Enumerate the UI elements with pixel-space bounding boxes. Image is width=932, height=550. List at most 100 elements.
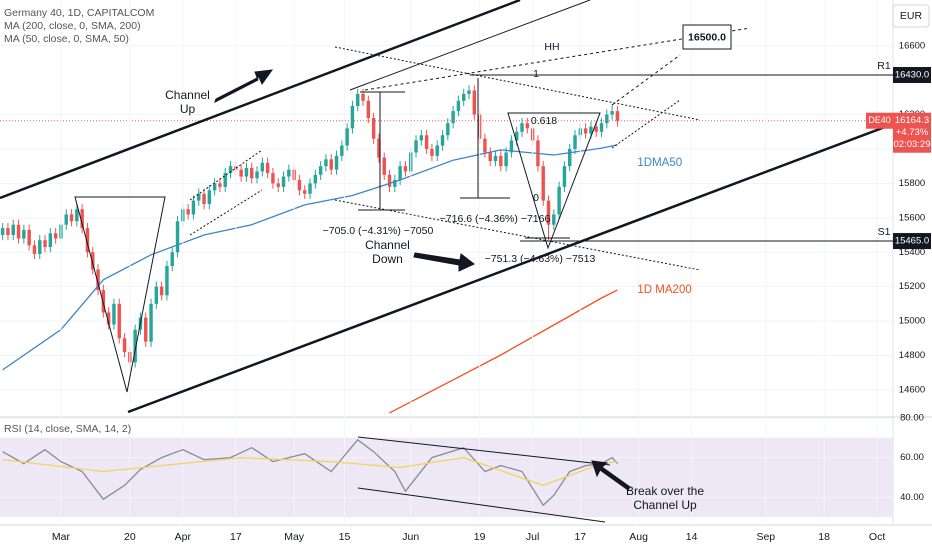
candle-body [303,190,307,194]
candle-body [32,245,37,254]
level-label: 16430.0 [895,70,929,81]
x-tick-label: 15 [339,531,351,543]
candle-body [350,105,355,129]
candle-body [520,123,524,132]
candle-body [504,152,508,167]
candle-body [191,200,196,215]
candle-body [159,286,164,296]
candle-body [144,317,148,342]
x-tick-label: 19 [474,531,486,543]
y-tick-label: 15600 [899,212,925,223]
candle-body [244,167,249,177]
candle-body [22,229,26,239]
channel-line [349,0,591,91]
candle-body [239,169,243,177]
candle-body [340,145,344,156]
candle-body [488,152,492,162]
annotation: Channel Down [365,238,410,266]
x-tick-label: Oct [869,531,885,543]
triangle [507,112,601,250]
candle-body [170,252,174,266]
x-tick-label: 20 [124,531,136,543]
candle-body [567,149,572,167]
candle-body [271,173,275,184]
price-tag-countdown: 02:03:29 [894,139,931,150]
candle-body [149,303,153,342]
y-tick-label: 15400 [899,247,925,258]
plot [0,0,932,526]
candle-body [218,183,222,187]
channel-up-top [0,0,521,200]
level-tag [893,67,931,84]
legend-entry: MA (50, close, 0, SMA, 50) [4,33,129,45]
candle-body [398,166,402,180]
y-tick-label: 40.00 [900,492,924,503]
candle-body [154,286,159,304]
drawings [0,0,894,523]
channel-down-bottom [334,199,701,271]
target-box [682,24,732,50]
candle-body [91,252,95,270]
candle-body [101,290,106,313]
candle-body [207,190,212,205]
x-tick-label: 17 [574,531,586,543]
annotation: HH [544,41,559,53]
x-tick-label: 14 [686,531,698,543]
arrow [413,252,475,272]
flag [189,149,263,201]
candle-body [525,123,530,129]
annotation: 0.618 [531,115,557,127]
candle-body [541,166,545,201]
candle-body [281,176,286,187]
candle-body [605,114,609,124]
candle-body [610,111,614,115]
annotation: 1 [533,68,539,80]
candle-body [472,90,477,115]
line-series [389,289,618,414]
candle-body [403,166,408,172]
candle-body [345,128,349,146]
x-tick-label: Jul [526,531,539,543]
candle-body [117,303,121,339]
line-series [2,456,618,487]
candle-body [483,138,487,153]
candle-body [212,183,217,191]
series-label: 1D MA200 [637,284,691,296]
candle-body [318,166,323,175]
series-label: 1DMA50 [637,157,682,169]
candle-body [594,126,598,132]
annotation: −751.3 (−4.63%) −7513 [485,253,596,265]
candle-body [440,135,445,146]
x-tick-label: Mar [52,531,71,543]
candle-body [493,155,498,162]
candle-body [112,303,116,325]
candle-body [573,135,577,150]
candle-body [419,135,424,141]
candle-body [324,159,328,167]
candle-body [414,140,418,153]
candle-body [64,214,68,225]
annotation: Break over the Channel Up [625,484,705,512]
y-tick-label: 15200 [899,281,925,292]
price-tag-change: +4.73% [896,127,929,138]
candle-body [308,183,312,194]
candle-body [27,229,31,246]
chart-title: Germany 40, 1D, CAPITALCOM [4,7,154,19]
candle-body [366,100,371,119]
candle-body [424,135,429,150]
candle-body [0,228,5,236]
y-tick-label: 15000 [899,316,925,327]
target-label: 16500.0 [688,31,726,43]
candle-body [430,149,434,156]
x-tick-label: Sep [756,531,775,543]
annotation: −705.0 (−4.31%) −7050 [323,225,434,237]
candle-body [499,155,503,167]
currency: EUR [900,10,923,22]
candle-body [96,269,100,291]
candle-body [43,240,47,248]
candle-body [382,157,386,175]
candle-body [371,118,376,139]
x-tick-label: Apr [175,531,192,543]
price-tag [893,112,931,153]
